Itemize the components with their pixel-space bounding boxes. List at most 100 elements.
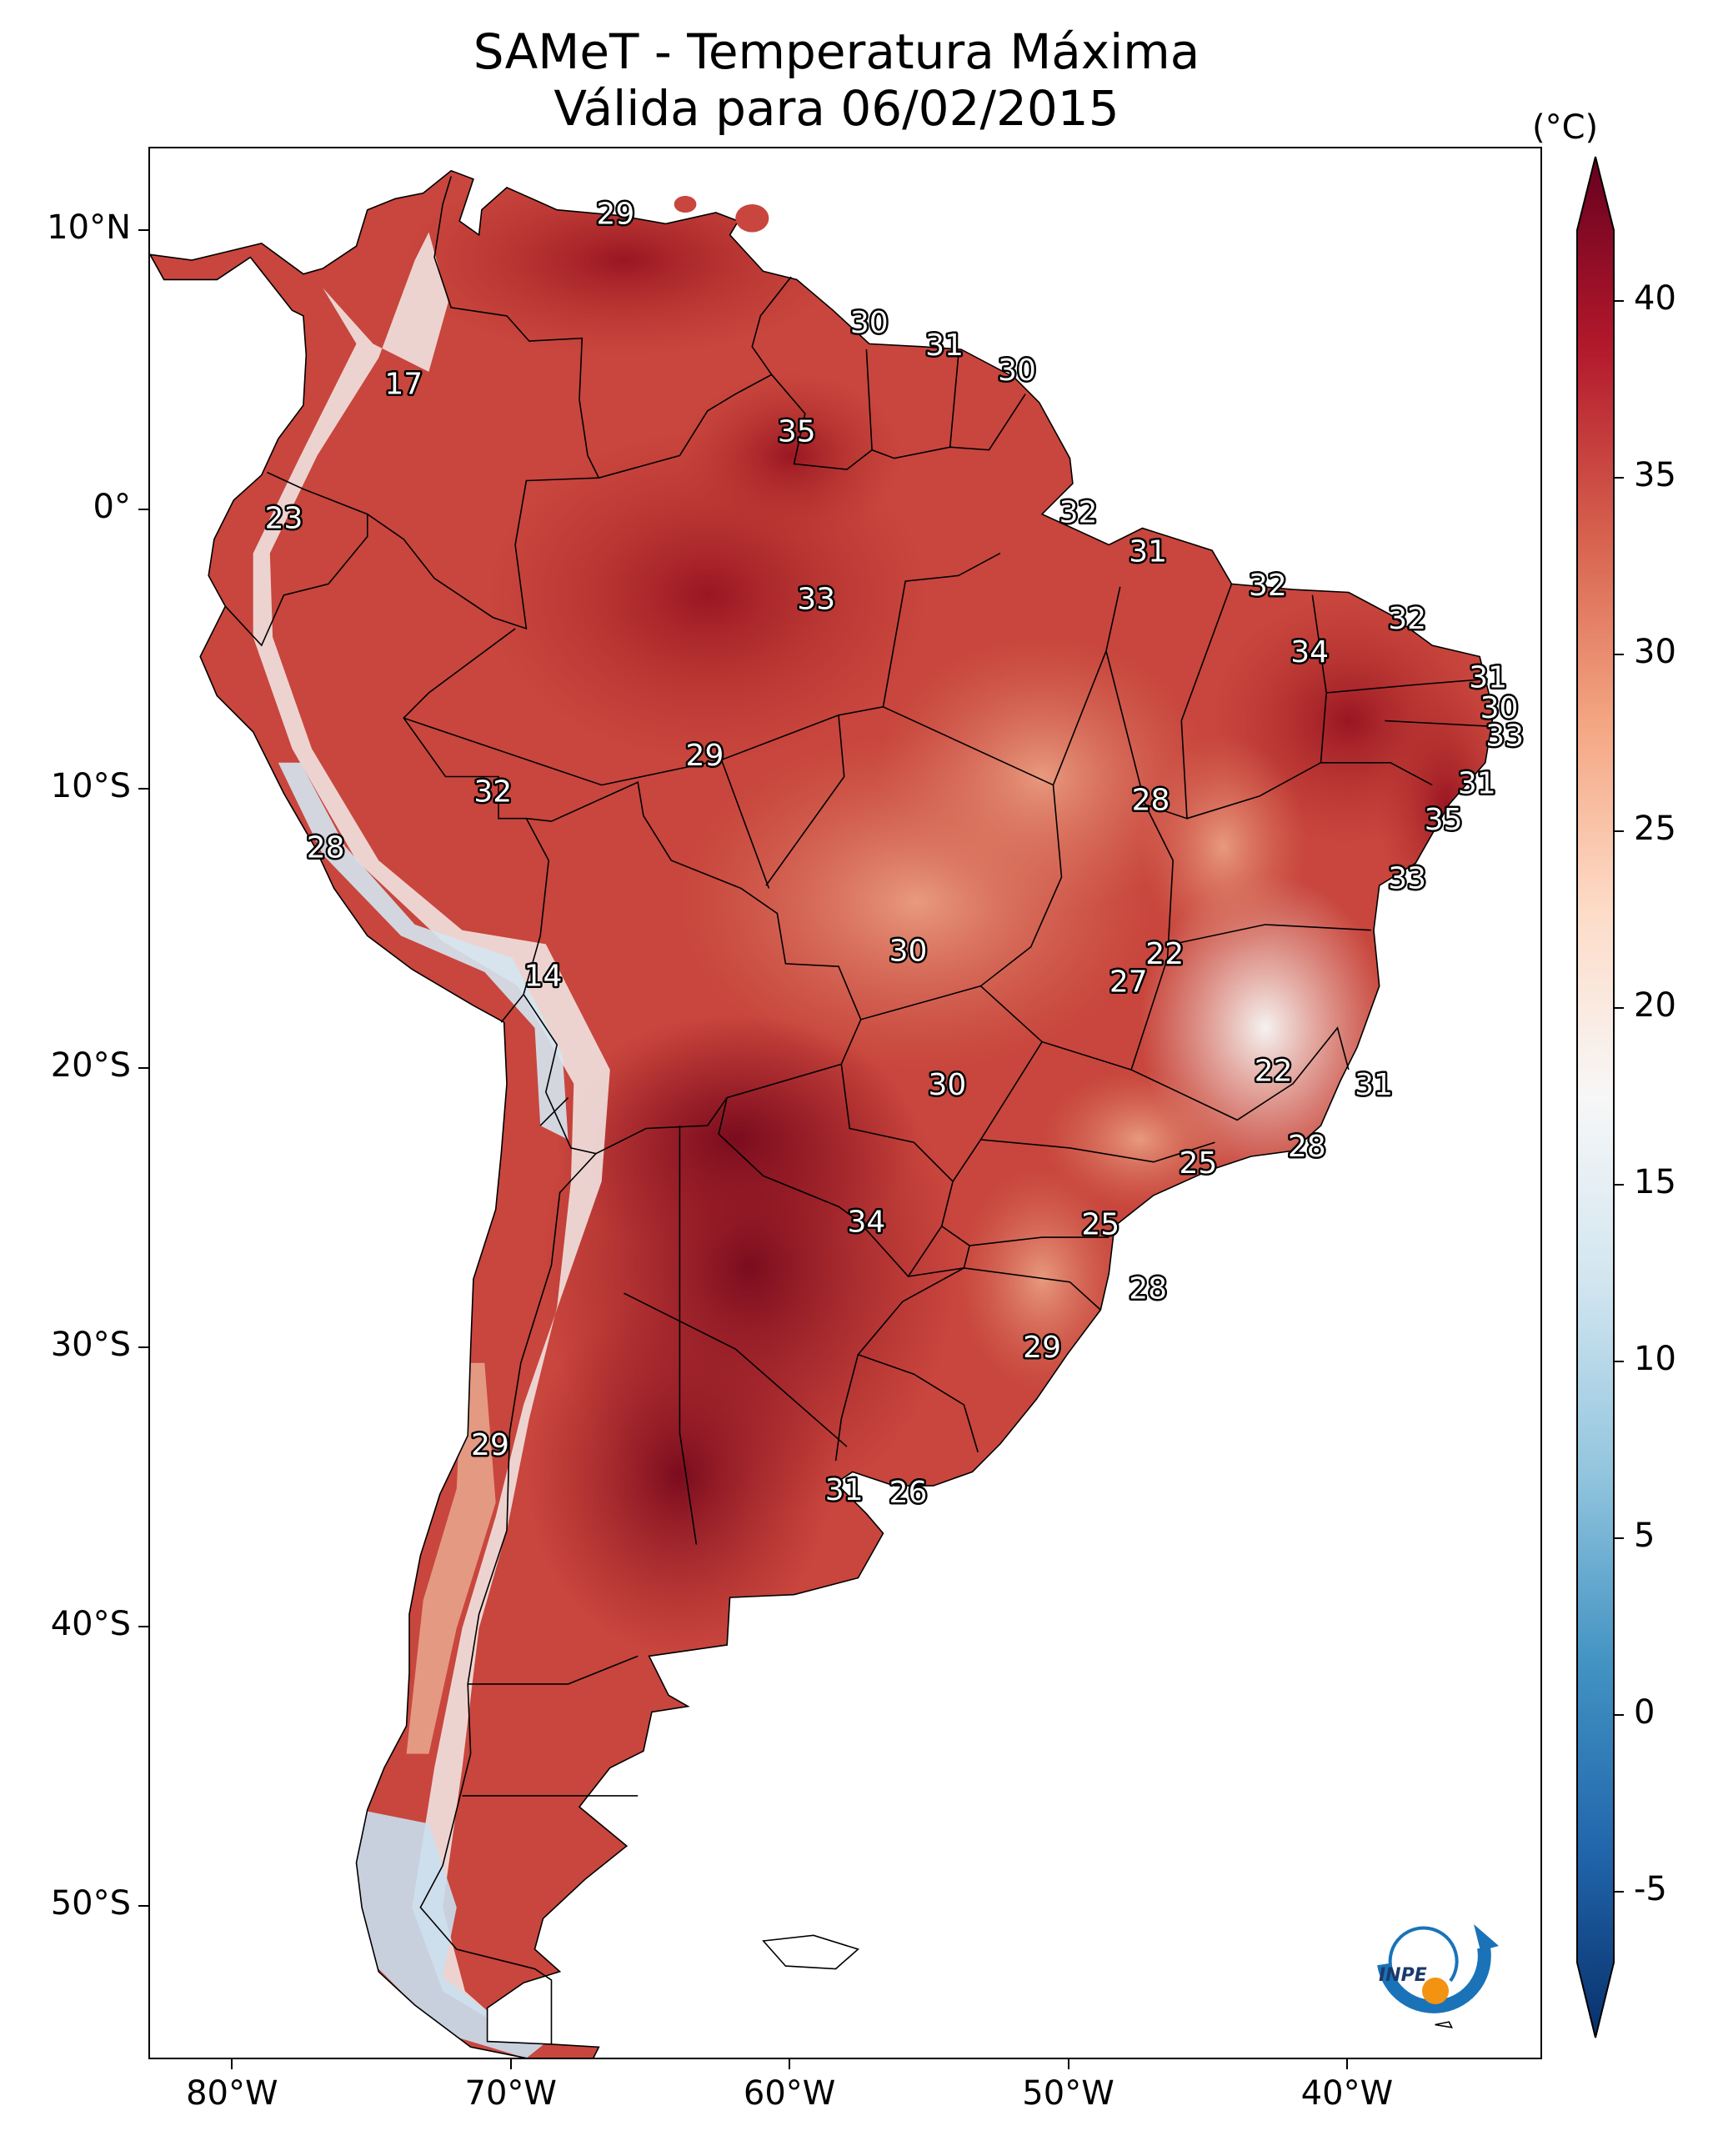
border-line [979,804,1175,1071]
border-line [1130,1026,1350,1121]
temperature-label: 30 [928,1068,966,1102]
temperature-label: 32 [1249,569,1287,603]
colorbar-tick [1614,830,1624,832]
temperature-label: 33 [797,583,835,617]
temperature-label: 29 [471,1428,509,1462]
longitude-label: 70°W [464,2074,557,2113]
colorbar-tick [1614,1891,1624,1893]
border-line [865,349,873,450]
border-line [979,1041,1215,1163]
temperature-patch [679,371,903,539]
border-line [765,714,845,886]
latitude-label: 50°S [50,1883,131,1923]
temperature-label: 25 [1179,1146,1217,1181]
colorbar-tick [1614,1714,1624,1717]
longitude-tick [509,2059,512,2069]
colorbar-tick [1614,1006,1624,1009]
border-line [1320,762,1433,786]
border-line [433,176,600,479]
colorbar-tick [1614,1184,1624,1186]
island-outline [762,1934,859,1970]
temperature-label: 30 [889,934,928,968]
temperature-label: 33 [1388,861,1426,895]
temperature-label: 33 [1485,720,1524,754]
temperature-label: 30 [850,306,889,340]
border-line [952,1139,982,1182]
border-line [403,628,550,1023]
temperature-label: 17 [384,368,423,402]
temperature-label: 26 [889,1476,928,1510]
colorbar-tick-label: 15 [1634,1163,1676,1202]
temperature-patch [553,1014,917,1266]
border-line [720,760,770,889]
temperature-label: 31 [1129,535,1167,569]
temperature-label: 25 [1081,1208,1119,1242]
latitude-label: 10°S [50,767,131,806]
temperature-label: 31 [1469,660,1507,694]
longitude-label: 50°W [1022,2074,1114,2113]
temperature-label: 31 [825,1473,864,1507]
islands [674,195,1454,2028]
border-line [679,1126,698,1545]
border-line [419,1153,597,2044]
colorbar [1576,156,1615,2038]
temperature-label: 34 [1290,635,1329,669]
colorbar-tick-label: 40 [1634,278,1676,318]
island [735,203,769,233]
map-frame: 29 30 31 30 17 35 32 23 31 32 33 32 34 31 30 33 29 31 32 28… [148,147,1542,2059]
temperature-label: 29 [1023,1331,1061,1365]
latitude-label: 30°S [50,1326,131,1365]
border-line [883,586,1121,786]
temperature-label: 14 [524,960,563,994]
temperature-label: 34 [848,1205,886,1239]
border-line [1173,924,1371,945]
temperature-label: 28 [1129,1272,1167,1306]
latitude-label: 40°S [50,1604,131,1643]
colorbar-tick-label: 5 [1634,1517,1655,1556]
border-line [964,1267,1101,1311]
temperature-label: 28 [1288,1130,1326,1164]
temperature-label: 35 [778,415,816,449]
latitude-label: 20°S [50,1046,131,1086]
map-subtitle: Válida para 06/02/2015 [553,80,1119,137]
border-line [834,1354,859,1462]
latitude-tick [138,1904,148,1907]
map-title: SAMeT - Temperatura Máxima [473,23,1200,80]
longitude-tick [1345,2059,1348,2069]
temperature-label: 31 [925,328,964,363]
border-line [403,552,1001,786]
continent-temperature-field [150,169,1495,2058]
latitude-tick [138,1067,148,1070]
latitude-tick [138,229,148,232]
temperature-label: 32 [1059,496,1098,530]
temperature-label: 29 [597,197,635,231]
temperature-label: 29 [686,739,724,773]
temperature-label: 32 [1388,602,1426,636]
colorbar-bar [1576,156,1615,2038]
border-line [1385,720,1491,727]
coastline [150,169,1495,2058]
border-line [1326,678,1489,694]
temperature-label: 35 [1425,803,1463,837]
border-line [908,1226,971,1277]
latitude-tick [138,509,148,511]
temperature-patch [1139,735,1307,959]
temperature-label: 22 [1145,937,1184,971]
colorbar-tick [1614,299,1624,302]
border-line [599,276,792,479]
latitude-tick [138,1346,148,1349]
colorbar-tick-label: 0 [1634,1693,1655,1732]
colorbar-tick [1614,1361,1624,1363]
temperature-label: 22 [1255,1054,1293,1088]
latitude-tick [138,788,148,790]
temperature-patch [1042,1070,1238,1210]
longitude-label: 40°W [1300,2074,1394,2113]
border-line [523,781,862,1155]
border-line [224,514,368,647]
longitude-tick [789,2059,791,2069]
border-line [857,1267,979,1453]
temperature-label: 30 [1480,691,1519,725]
logo-text: INPE [1379,1965,1427,1986]
